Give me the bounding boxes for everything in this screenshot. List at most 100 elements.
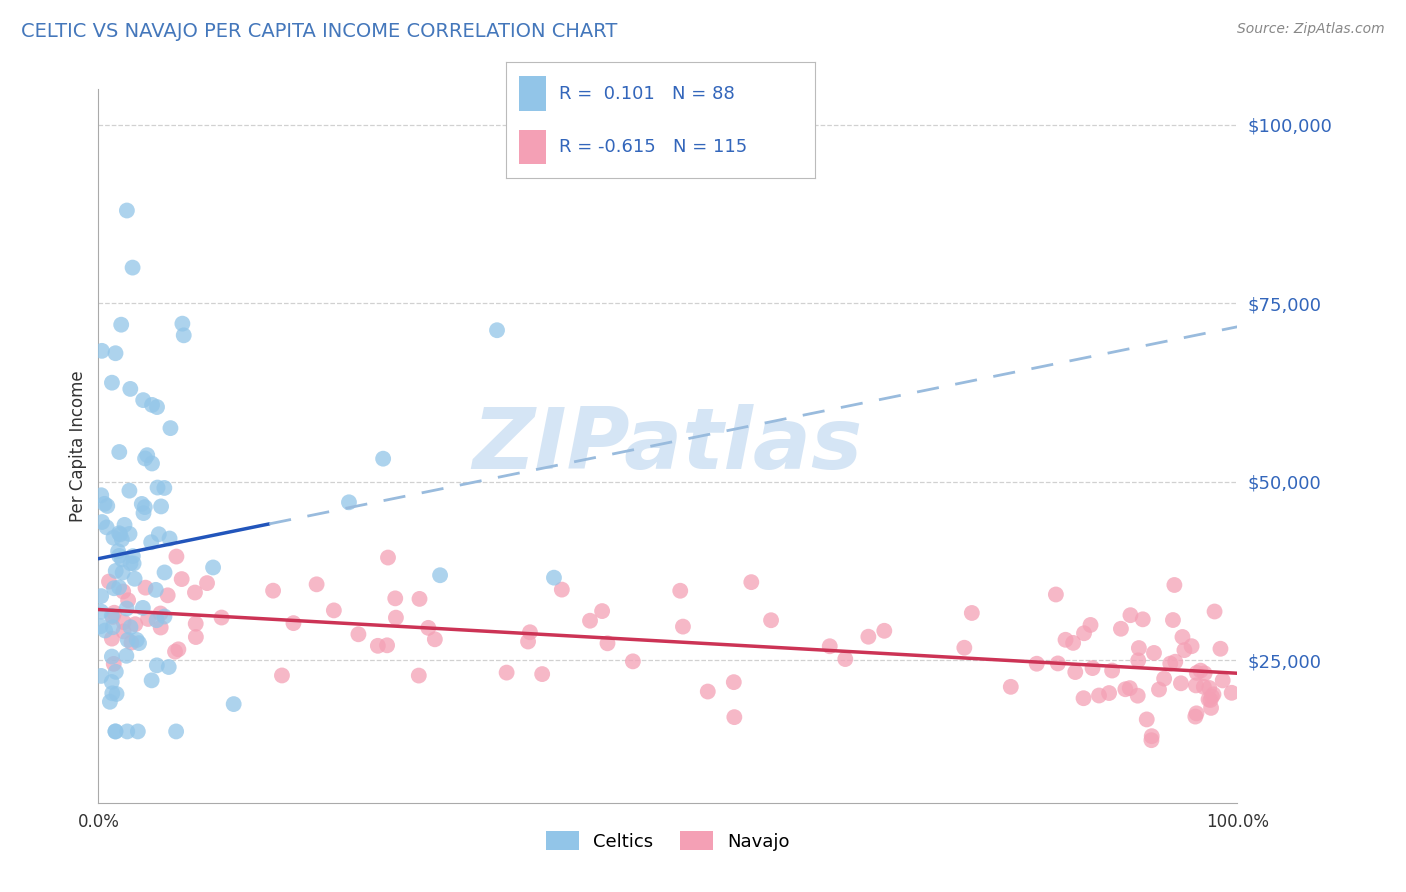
Point: [519, 625, 541, 640]
Point: [1109, 622, 1132, 636]
Point: [375, 638, 398, 652]
Point: [111, 566, 134, 580]
Point: [134, 500, 156, 515]
FancyBboxPatch shape: [519, 77, 547, 112]
Point: [723, 710, 745, 724]
Point: [104, 665, 127, 679]
Point: [112, 624, 135, 639]
Point: [1088, 689, 1111, 703]
Point: [1164, 655, 1187, 669]
Point: [121, 635, 143, 649]
Point: [132, 393, 155, 408]
Point: [105, 687, 128, 701]
Point: [108, 526, 131, 541]
Point: [1194, 666, 1216, 681]
Point: [112, 584, 135, 599]
Point: [111, 552, 134, 566]
Point: [1081, 661, 1104, 675]
Point: [120, 620, 142, 634]
Point: [90, 488, 112, 502]
Point: [596, 636, 619, 650]
Point: [1128, 641, 1150, 656]
Point: [157, 660, 180, 674]
Point: [120, 556, 142, 570]
Point: [672, 619, 695, 633]
Point: [90, 605, 112, 619]
Point: [103, 531, 125, 545]
Point: [104, 724, 127, 739]
Point: [759, 613, 782, 627]
Point: [131, 497, 153, 511]
Text: ZIPatlas: ZIPatlas: [472, 404, 863, 488]
Point: [103, 581, 125, 595]
Point: [141, 535, 163, 549]
Point: [1073, 626, 1095, 640]
Point: [418, 621, 440, 635]
Point: [184, 585, 207, 599]
Point: [184, 630, 207, 644]
Point: [621, 654, 644, 668]
Point: [108, 580, 131, 594]
Point: [101, 620, 124, 634]
Point: [90, 619, 112, 633]
Point: [1173, 643, 1195, 657]
Point: [1073, 691, 1095, 706]
Point: [122, 557, 145, 571]
Point: [125, 632, 148, 647]
Point: [1212, 673, 1234, 688]
Point: [1198, 692, 1220, 706]
Point: [107, 544, 129, 558]
Point: [167, 642, 190, 657]
Point: [134, 451, 156, 466]
Point: [134, 581, 156, 595]
Point: [211, 610, 233, 624]
Point: [1153, 672, 1175, 686]
Point: [132, 600, 155, 615]
Point: [110, 527, 132, 541]
Point: [1054, 632, 1077, 647]
Point: [1143, 646, 1166, 660]
Point: [173, 328, 195, 343]
Point: [103, 657, 125, 671]
Point: [1220, 686, 1243, 700]
Point: [120, 382, 142, 396]
Point: [1119, 681, 1142, 695]
Point: [195, 576, 218, 591]
Point: [953, 640, 976, 655]
Point: [1181, 639, 1204, 653]
Point: [1185, 706, 1208, 721]
Point: [1000, 680, 1022, 694]
Point: [146, 658, 169, 673]
Point: [1201, 690, 1223, 704]
Point: [118, 527, 141, 541]
Point: [1136, 713, 1159, 727]
Point: [101, 376, 124, 390]
Point: [121, 260, 143, 275]
Point: [156, 588, 179, 602]
Point: [1114, 682, 1136, 697]
Point: [163, 645, 186, 659]
Text: R = -0.615   N = 115: R = -0.615 N = 115: [558, 138, 747, 156]
Point: [96, 499, 118, 513]
Text: CELTIC VS NAVAJO PER CAPITA INCOME CORRELATION CHART: CELTIC VS NAVAJO PER CAPITA INCOME CORRE…: [21, 22, 617, 41]
Point: [124, 617, 146, 632]
Point: [128, 636, 150, 650]
Point: [1140, 733, 1163, 747]
Point: [101, 686, 124, 700]
Point: [148, 527, 170, 541]
Point: [153, 481, 176, 495]
Point: [149, 607, 172, 621]
Point: [94, 624, 117, 638]
Point: [1163, 578, 1185, 592]
Point: [1062, 636, 1084, 650]
Point: [495, 665, 517, 680]
Point: [1161, 613, 1184, 627]
Point: [101, 632, 124, 646]
Point: [153, 566, 176, 580]
Point: [1184, 709, 1206, 723]
Point: [98, 574, 121, 589]
Point: [1171, 630, 1194, 644]
Legend: Celtics, Navajo: Celtics, Navajo: [538, 824, 797, 858]
Point: [1189, 664, 1212, 678]
Point: [322, 603, 344, 617]
